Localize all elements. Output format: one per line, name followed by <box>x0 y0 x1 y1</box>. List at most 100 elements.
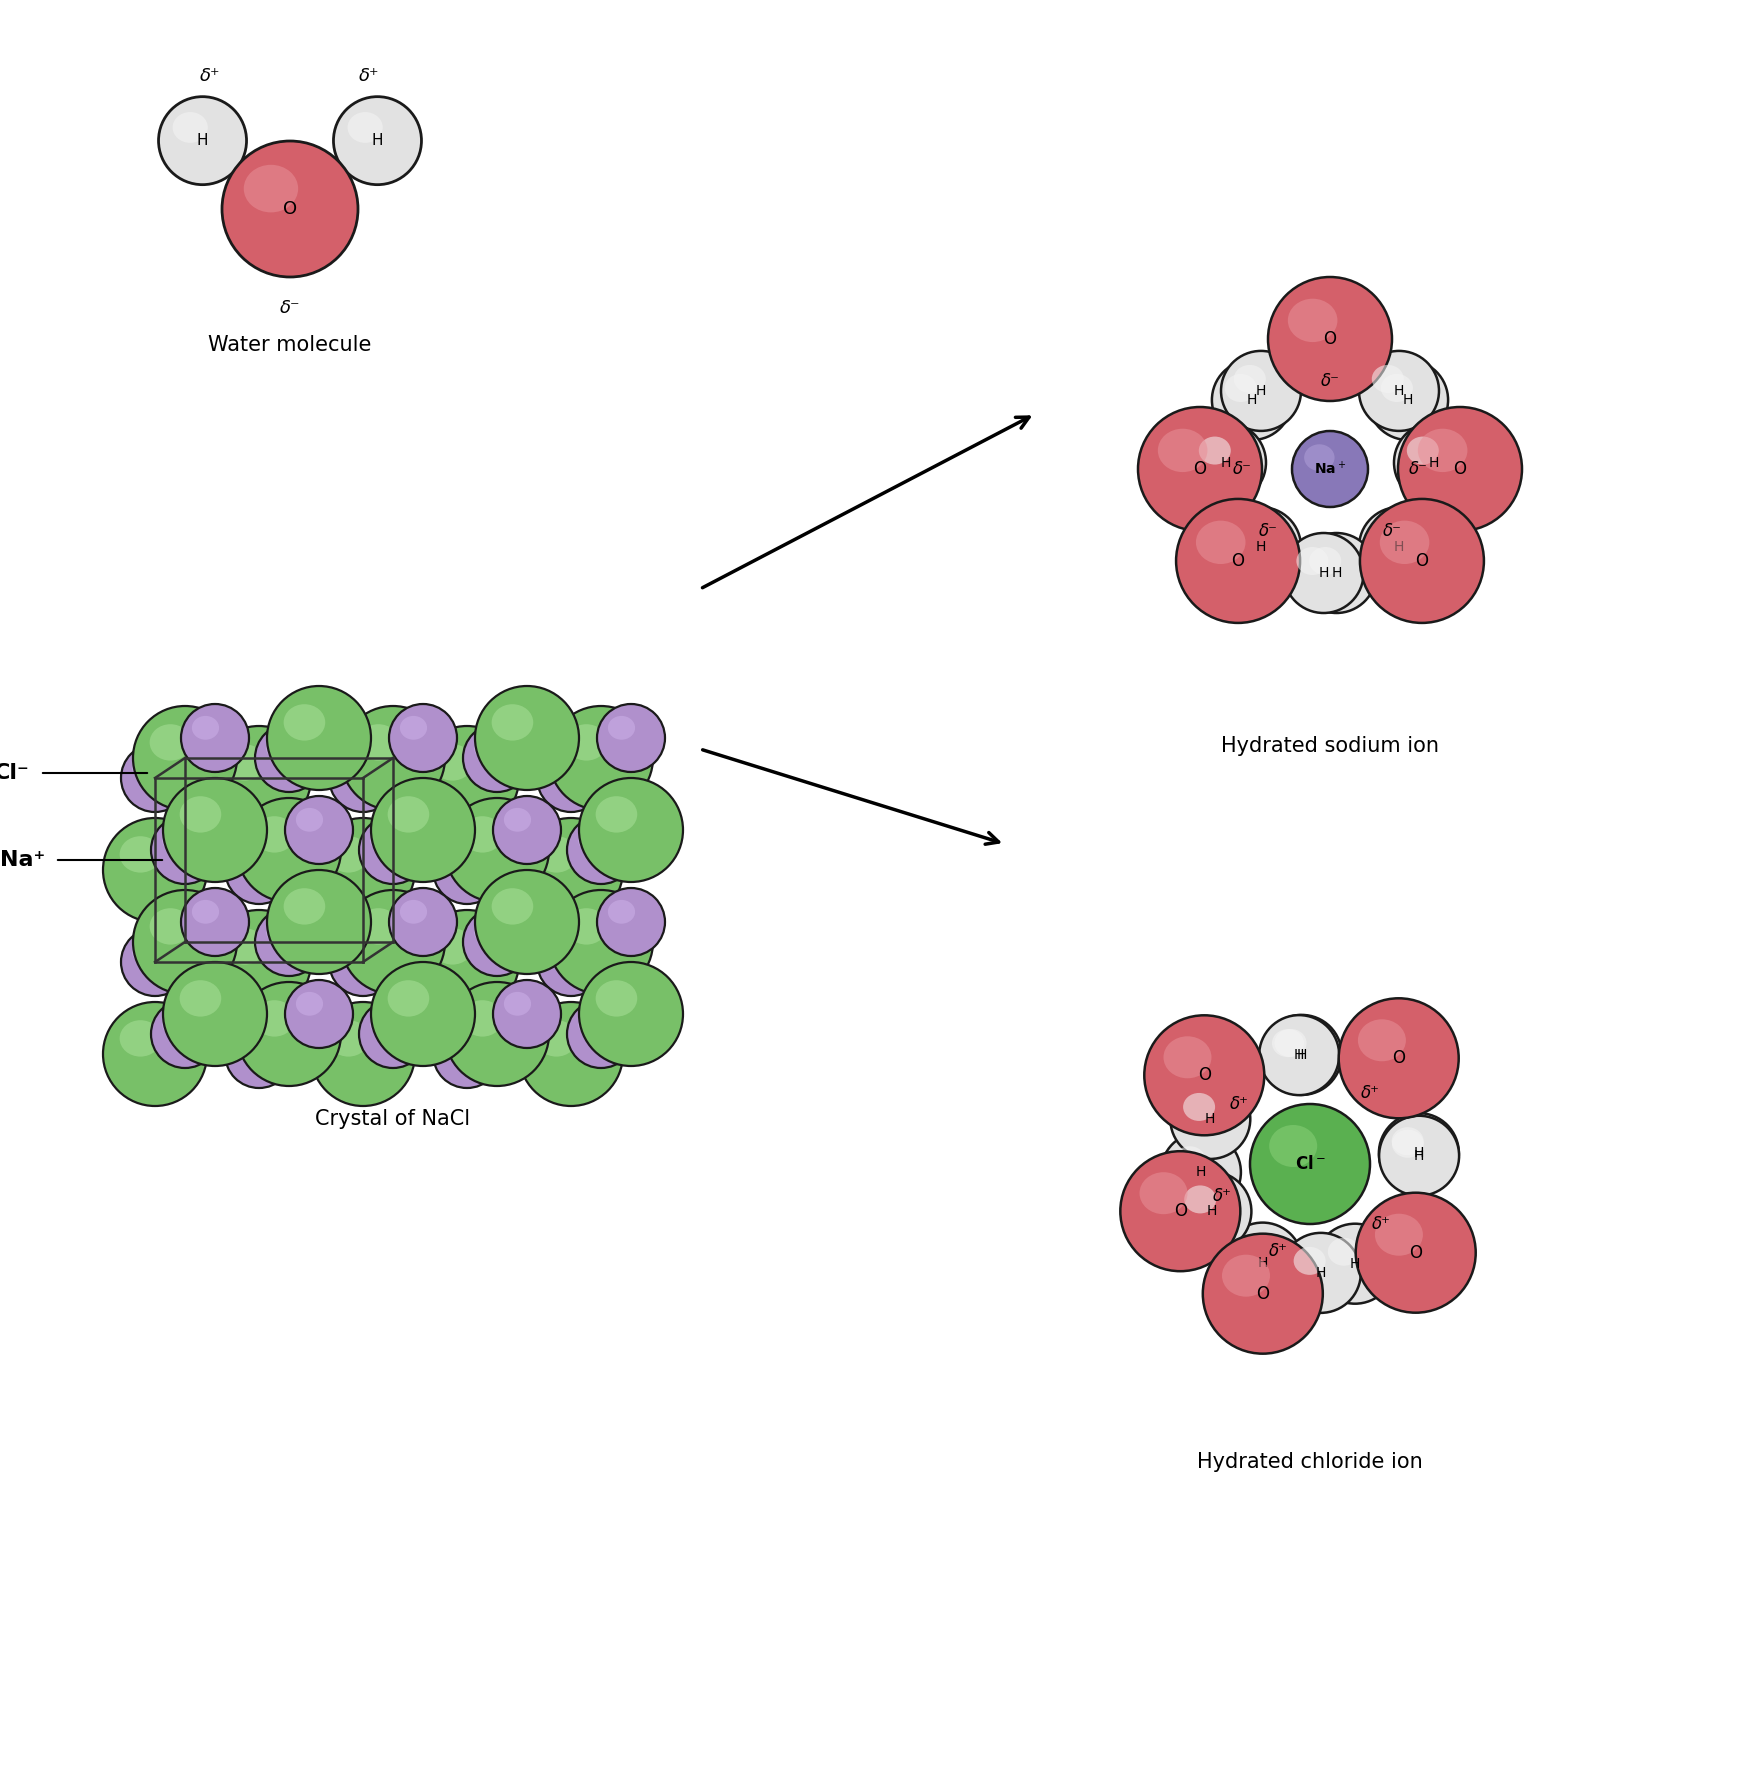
Text: H: H <box>1428 456 1439 469</box>
Ellipse shape <box>1145 1015 1264 1136</box>
Ellipse shape <box>164 778 268 883</box>
Ellipse shape <box>433 1021 500 1088</box>
Ellipse shape <box>347 111 382 143</box>
Text: O: O <box>1231 552 1245 570</box>
Ellipse shape <box>1224 373 1257 402</box>
Ellipse shape <box>433 837 500 904</box>
Ellipse shape <box>102 817 208 922</box>
Ellipse shape <box>181 704 248 771</box>
Ellipse shape <box>597 704 666 771</box>
Ellipse shape <box>567 816 636 884</box>
Ellipse shape <box>222 142 357 278</box>
Ellipse shape <box>474 920 502 943</box>
Ellipse shape <box>342 706 446 810</box>
Ellipse shape <box>1381 520 1430 564</box>
Ellipse shape <box>102 1001 208 1106</box>
Ellipse shape <box>1203 1233 1323 1353</box>
Ellipse shape <box>400 900 428 923</box>
Ellipse shape <box>1270 1125 1317 1168</box>
Ellipse shape <box>446 798 549 902</box>
Ellipse shape <box>597 888 666 955</box>
Ellipse shape <box>158 97 247 184</box>
Ellipse shape <box>608 900 636 923</box>
Ellipse shape <box>333 97 421 184</box>
Text: Hydrated sodium ion: Hydrated sodium ion <box>1220 736 1439 755</box>
Ellipse shape <box>519 817 623 922</box>
Ellipse shape <box>328 1021 370 1056</box>
Ellipse shape <box>1418 428 1467 472</box>
Text: δ⁺: δ⁺ <box>359 67 380 85</box>
Text: H: H <box>1351 1256 1359 1270</box>
Ellipse shape <box>1183 1093 1215 1122</box>
Ellipse shape <box>1236 1237 1268 1265</box>
Ellipse shape <box>192 716 218 739</box>
Ellipse shape <box>122 745 188 812</box>
Text: H: H <box>1220 456 1231 469</box>
Text: H: H <box>1319 566 1330 580</box>
Ellipse shape <box>1173 1146 1206 1175</box>
Ellipse shape <box>150 907 192 945</box>
Ellipse shape <box>296 992 322 1015</box>
Ellipse shape <box>329 745 396 812</box>
Text: Cl⁻: Cl⁻ <box>0 762 30 784</box>
Ellipse shape <box>565 907 608 945</box>
Ellipse shape <box>225 1021 292 1088</box>
Ellipse shape <box>463 907 532 976</box>
Ellipse shape <box>1372 522 1404 548</box>
Ellipse shape <box>1293 432 1368 508</box>
Ellipse shape <box>491 888 534 925</box>
Text: H: H <box>1256 540 1266 554</box>
Ellipse shape <box>1375 1214 1423 1256</box>
Ellipse shape <box>1250 1104 1370 1224</box>
Ellipse shape <box>224 745 266 780</box>
Ellipse shape <box>162 828 188 851</box>
Ellipse shape <box>519 1001 623 1106</box>
Ellipse shape <box>1379 1116 1460 1196</box>
Text: H: H <box>1393 384 1404 398</box>
Ellipse shape <box>1296 547 1328 575</box>
Ellipse shape <box>1305 444 1335 471</box>
Ellipse shape <box>475 686 579 791</box>
Ellipse shape <box>444 847 472 872</box>
Ellipse shape <box>1212 361 1293 440</box>
Text: δ⁺: δ⁺ <box>1229 1095 1249 1113</box>
Ellipse shape <box>1284 532 1363 614</box>
Ellipse shape <box>1338 998 1458 1118</box>
Ellipse shape <box>387 980 430 1017</box>
Ellipse shape <box>504 808 532 831</box>
Ellipse shape <box>284 888 326 925</box>
Text: δ⁻: δ⁻ <box>1259 522 1277 540</box>
Text: H: H <box>1256 384 1266 398</box>
Text: O: O <box>1453 460 1467 478</box>
Text: H: H <box>1393 540 1404 554</box>
Ellipse shape <box>608 716 636 739</box>
Text: Cl$^-$: Cl$^-$ <box>1294 1155 1326 1173</box>
Ellipse shape <box>578 1012 606 1035</box>
Text: δ⁺: δ⁺ <box>1372 1215 1391 1233</box>
Ellipse shape <box>578 828 606 851</box>
Ellipse shape <box>567 999 636 1068</box>
Ellipse shape <box>475 870 579 975</box>
Text: H: H <box>1414 1148 1425 1162</box>
Ellipse shape <box>431 745 474 780</box>
Ellipse shape <box>120 1021 162 1056</box>
Ellipse shape <box>370 1012 396 1035</box>
Text: H: H <box>1257 1256 1268 1270</box>
Text: H: H <box>1196 1166 1206 1180</box>
Ellipse shape <box>389 704 458 771</box>
Ellipse shape <box>1271 1030 1303 1058</box>
Ellipse shape <box>1275 1030 1307 1056</box>
Text: δ⁻: δ⁻ <box>1382 522 1402 540</box>
Ellipse shape <box>548 939 576 964</box>
Ellipse shape <box>132 755 158 780</box>
Ellipse shape <box>565 724 608 761</box>
Ellipse shape <box>535 837 578 872</box>
Ellipse shape <box>1234 522 1266 548</box>
Ellipse shape <box>1259 1015 1338 1095</box>
Ellipse shape <box>254 999 296 1037</box>
Ellipse shape <box>595 980 637 1017</box>
Ellipse shape <box>461 816 504 853</box>
Ellipse shape <box>1160 1132 1242 1212</box>
Ellipse shape <box>255 907 322 976</box>
Ellipse shape <box>236 1031 262 1056</box>
